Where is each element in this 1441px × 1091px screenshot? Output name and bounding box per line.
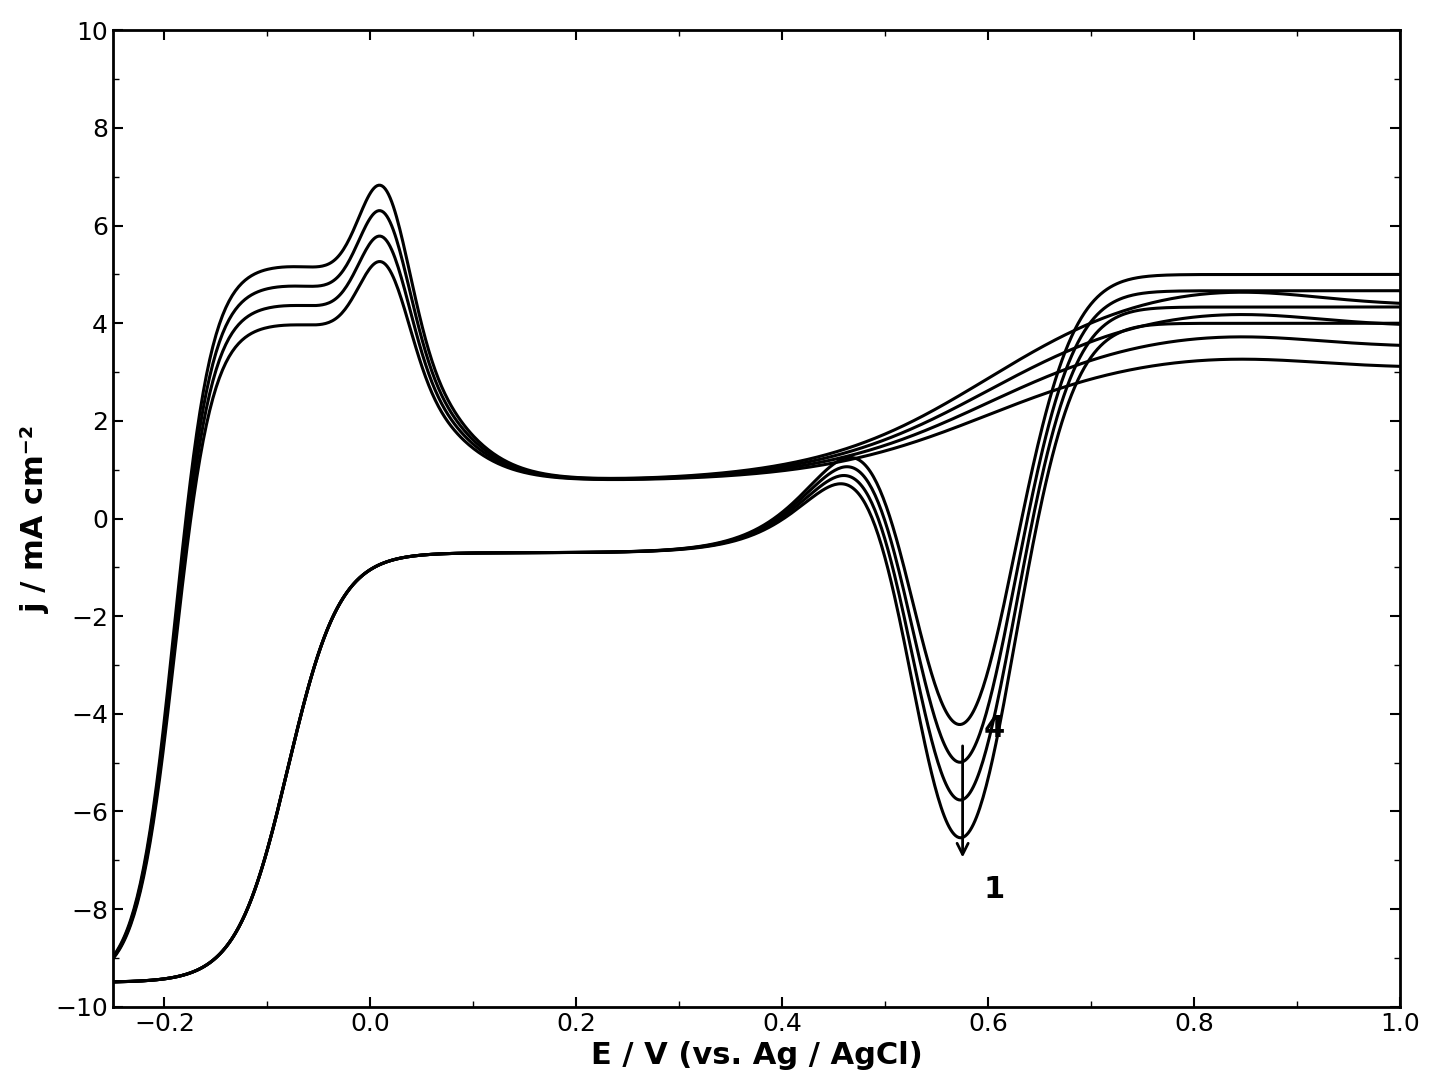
Text: 1: 1 — [983, 875, 1004, 904]
Text: 4: 4 — [983, 714, 1004, 743]
X-axis label: E / V (vs. Ag / AgCl): E / V (vs. Ag / AgCl) — [591, 1041, 922, 1070]
Y-axis label: j / mA cm⁻²: j / mA cm⁻² — [20, 424, 50, 613]
